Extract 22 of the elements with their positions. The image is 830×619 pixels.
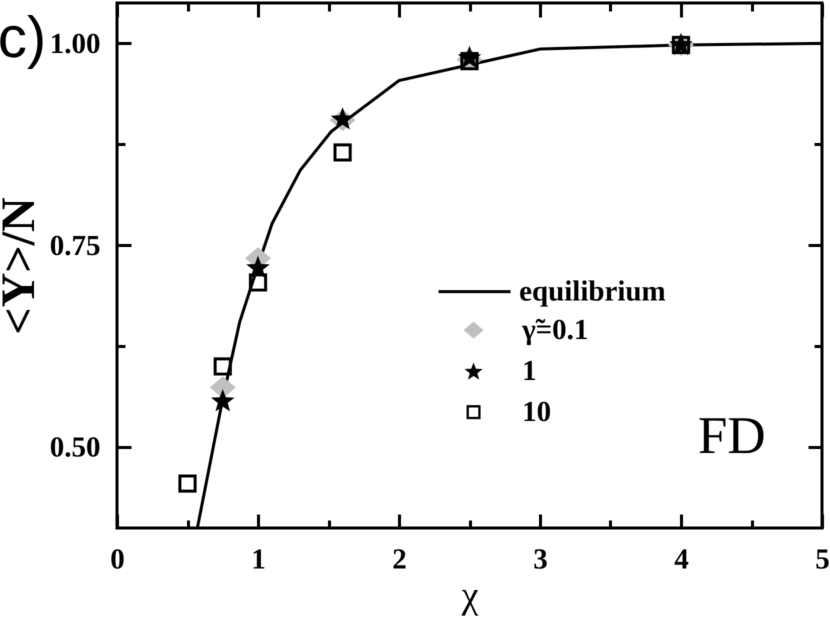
legend-label: 10 [522,396,552,428]
point [334,143,352,162]
legend-label: 1 [522,355,537,388]
x-tick-label: 4 [674,544,689,576]
annotation: FD [698,407,766,466]
x-tick-label: 5 [815,544,830,576]
legend-label: γ̃=0.1 [521,314,588,346]
y-tick-label: 0.75 [50,230,100,262]
x-tick-label: 3 [533,544,548,576]
x-tick-label: 0 [110,544,125,576]
x-tick-label: 2 [392,544,407,576]
legend-label: equilibrium [519,276,666,308]
y-axis-title: <Y>/N [0,196,45,335]
point [178,474,197,493]
x-axis-title: χ [460,574,479,616]
chart-title: c) [0,5,46,70]
point [214,357,232,376]
y-tick-label: 1.00 [50,28,100,60]
point [211,389,234,412]
x-tick-label: 1 [251,544,266,576]
point [248,273,268,292]
y-tick-label: 0.50 [50,432,100,464]
